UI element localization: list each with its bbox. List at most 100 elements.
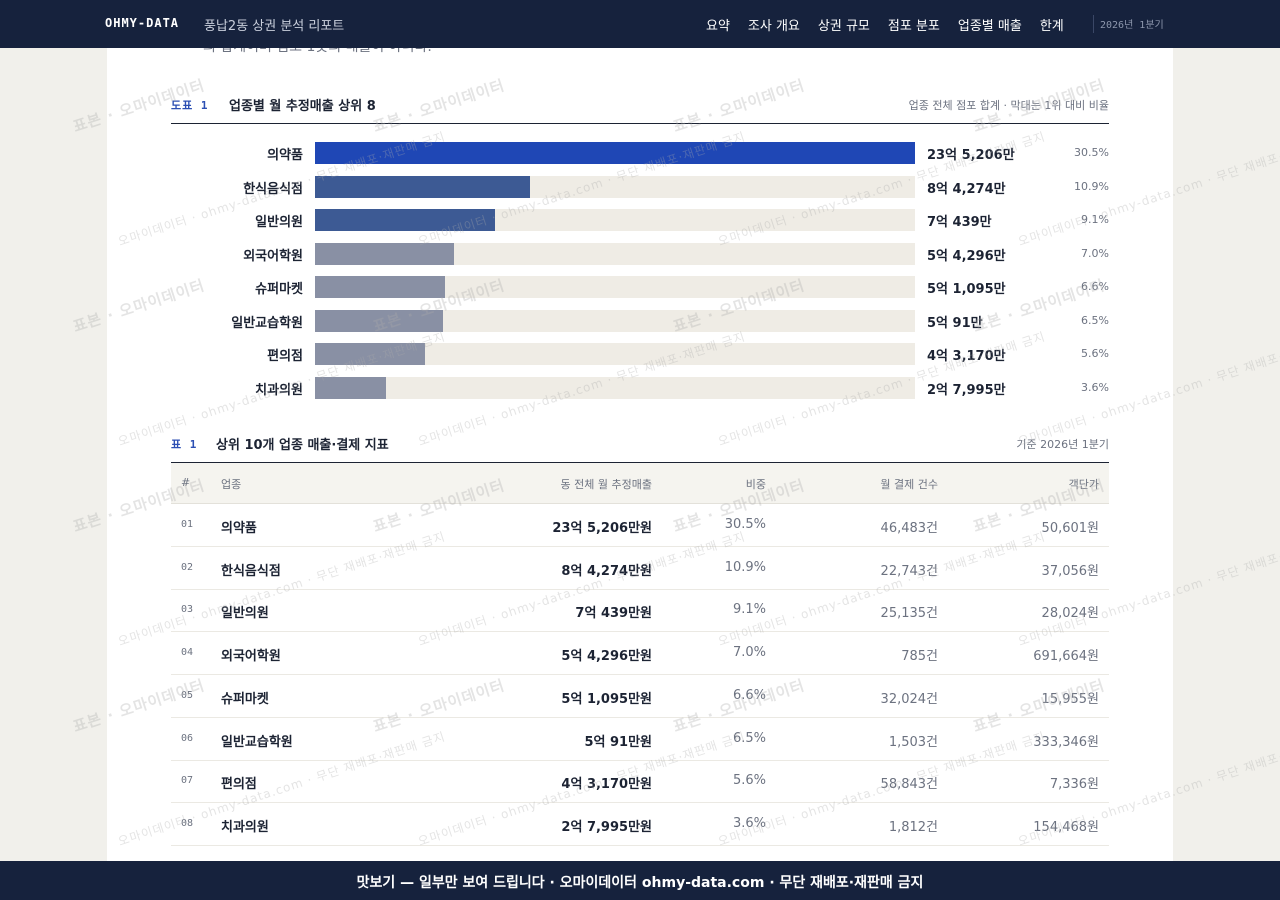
bar-track [315, 343, 915, 365]
nav-item-limitations[interactable]: 한계 [1039, 19, 1064, 34]
bar-track [315, 175, 915, 198]
report-title: 풍납2동 상권 분석 리포트 [204, 19, 345, 34]
sample-notice-bar: 맛보기 — 일부만 보여 드립니다 · 오마이데이터 ohmy-data.com… [0, 861, 1280, 900]
table-cell-rank: 08 [181, 817, 194, 829]
nav-item-store-distribution[interactable]: 점포 분포 [887, 19, 940, 34]
table-cell-count: 46,483건 [880, 521, 938, 536]
table-title: 상위 10개 업종 매출·결제 지표 [216, 438, 389, 453]
table-cell-industry: 한식음식점 [221, 563, 281, 579]
table-row: 07 편의점 4억 3,170만원 5.6% 58,843건 7,336원 [171, 760, 1109, 804]
top-bar: OHMY-DATA 풍납2동 상권 분석 리포트 요약 조사 개요 상권 규모 … [0, 0, 1280, 48]
period-label: 2026년 1분기 [1100, 20, 1164, 31]
bar-track [315, 242, 915, 265]
table-cell-industry: 치과의원 [221, 819, 269, 835]
table-cell-count: 1,812건 [888, 819, 938, 835]
bar-category-label: 일반의원 [255, 215, 303, 230]
table-cell-industry: 외국어학원 [221, 649, 281, 665]
col-share: 비중 [745, 478, 766, 491]
figure-number: 도표 1 [171, 99, 209, 112]
table-cell-rank: 07 [181, 775, 194, 787]
table-cell-share: 9.1% [732, 602, 766, 618]
bar-share-label: 6.5% [1081, 313, 1109, 327]
table-cell-aov: 333,346원 [1033, 734, 1099, 750]
col-rank: # [181, 476, 191, 489]
bar-category-label: 의약품 [267, 148, 303, 163]
nav-item-market-size[interactable]: 상권 규모 [817, 19, 870, 34]
table-cell-share: 7.0% [732, 645, 766, 661]
bar [315, 343, 426, 365]
table-cell-industry: 슈퍼마켓 [221, 691, 269, 707]
bar-value-label: 5억 1,095만 [927, 282, 1006, 297]
bar-share-label: 9.1% [1081, 213, 1109, 226]
table-cell-count: 58,843건 [880, 777, 938, 793]
table-cell-sales: 8억 4,274만원 [561, 563, 652, 579]
bar-value-label: 7억 439만 [927, 215, 992, 230]
table-cell-share: 6.6% [732, 687, 766, 703]
sample-notice-text: 맛보기 — 일부만 보여 드립니다 · 오마이데이터 ohmy-data.com… [356, 875, 924, 891]
bar-track [315, 376, 915, 399]
intro-text-fragment: 의 합계이며 점포 1곳의 매출이 아니다. [203, 48, 432, 56]
table-cell-sales: 23억 5,206만원 [552, 521, 652, 536]
table-row: 06 일반교습학원 5억 91만원 6.5% 1,503건 333,346원 [171, 718, 1109, 761]
table-cell-count: 22,743건 [880, 563, 938, 579]
table-row: 01 의약품 23억 5,206만원 30.5% 46,483건 50,601원 [171, 504, 1109, 547]
table-cell-rank: 05 [181, 689, 194, 701]
bar [315, 276, 446, 298]
bar-track [315, 309, 915, 332]
table-cell-aov: 37,056원 [1041, 563, 1099, 579]
nav-item-sales-by-industry[interactable]: 업종별 매출 [957, 19, 1022, 34]
bar-track [315, 276, 915, 298]
table-cell-industry: 일반의원 [221, 606, 269, 622]
bar-value-label: 23억 5,206만 [927, 148, 1015, 163]
main-nav: 요약 조사 개요 상권 규모 점포 분포 업종별 매출 한계 [706, 15, 1082, 34]
bar-share-label: 10.9% [1074, 179, 1109, 193]
figure-title: 업종별 월 추정매출 상위 8 [229, 99, 376, 114]
table-cell-share: 5.6% [732, 773, 766, 789]
table-number: 표 1 [171, 438, 198, 451]
bar [315, 209, 495, 231]
figure-note: 업종 전체 점포 합계 · 막대는 1위 대비 비율 [908, 99, 1109, 112]
bar-category-label: 치과의원 [255, 382, 303, 398]
table-cell-aov: 154,468원 [1033, 819, 1099, 835]
bar-row: 일반의원 7억 439만 9.1% [171, 209, 1109, 231]
table-cell-rank: 03 [181, 604, 194, 616]
table-header: 표 1 상위 10개 업종 매출·결제 지표 기준 2026년 1분기 [171, 430, 1109, 463]
table-cell-aov: 28,024원 [1041, 606, 1099, 622]
bar-share-label: 7.0% [1081, 246, 1109, 260]
table-cell-count: 1,503건 [888, 734, 938, 750]
table-cell-sales: 5억 4,296만원 [561, 649, 652, 665]
table-cell-count: 32,024건 [880, 691, 938, 707]
bar-category-label: 일반교습학원 [231, 315, 303, 331]
table-cell-sales: 5억 91만원 [584, 734, 652, 750]
table-cell-industry: 편의점 [221, 777, 257, 793]
figure-header: 도표 1 업종별 월 추정매출 상위 8 업종 전체 점포 합계 · 막대는 1… [171, 95, 1109, 124]
bar-value-label: 5억 91만 [927, 315, 983, 331]
table-cell-rank: 01 [181, 519, 194, 530]
table-cell-sales: 2억 7,995만원 [561, 819, 652, 835]
table-row: 02 한식음식점 8억 4,274만원 10.9% 22,743건 37,056원 [171, 547, 1109, 590]
bar-track [315, 142, 915, 164]
nav-item-overview[interactable]: 조사 개요 [747, 19, 800, 34]
bar [315, 242, 454, 265]
table-row: 03 일반의원 7억 439만원 9.1% 25,135건 28,024원 [171, 589, 1109, 633]
bar-share-label: 3.6% [1081, 380, 1109, 394]
brand-logo[interactable]: OHMY-DATA [105, 16, 180, 30]
table-cell-industry: 의약품 [221, 521, 257, 536]
bar-row: 일반교습학원 5억 91만 6.5% [171, 309, 1109, 332]
bar [315, 376, 387, 399]
bar-row: 의약품 23억 5,206만 30.5% [171, 142, 1109, 164]
col-industry: 업종 [221, 478, 242, 491]
table-cell-rank: 04 [181, 647, 194, 659]
table-cell-count: 25,135건 [880, 606, 938, 622]
bar-value-label: 5억 4,296만 [927, 248, 1006, 264]
table-cell-aov: 50,601원 [1041, 521, 1099, 536]
table-cell-aov: 15,955원 [1041, 691, 1099, 707]
bar [315, 175, 530, 198]
table-cell-share: 10.9% [724, 559, 766, 575]
bar-row: 외국어학원 5억 4,296만 7.0% [171, 242, 1109, 265]
nav-item-summary[interactable]: 요약 [706, 19, 730, 34]
table-cell-sales: 4억 3,170만원 [561, 777, 652, 793]
table-cell-count: 785건 [901, 649, 938, 665]
table-note: 기준 2026년 1분기 [1016, 438, 1109, 451]
table-cell-rank: 02 [181, 561, 194, 573]
